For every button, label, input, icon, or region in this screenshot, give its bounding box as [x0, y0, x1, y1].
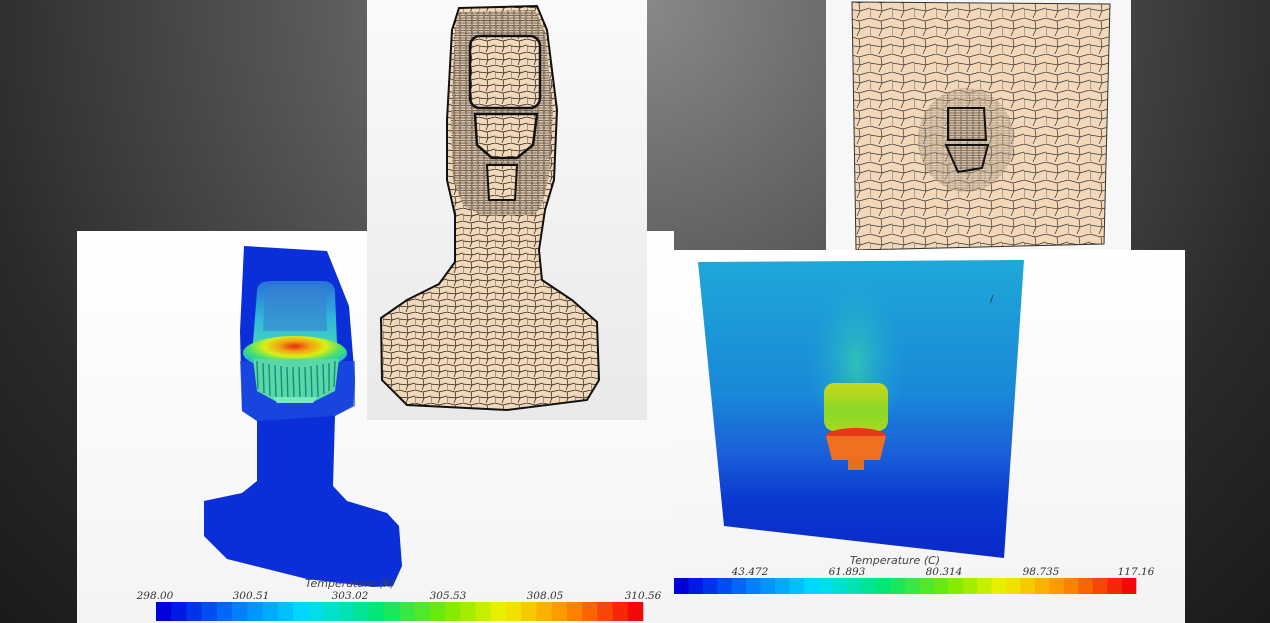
colorbar-segment — [536, 602, 552, 621]
colorbar-segment — [186, 602, 202, 621]
colorbar-left-tick: 308.05 — [527, 590, 564, 602]
colorbar-right-tick: 43.472 — [731, 566, 769, 578]
colorbar-segment — [789, 578, 805, 594]
colorbar-segment — [171, 602, 187, 621]
colorbar-segment — [746, 578, 761, 594]
colorbar-left-tick: 303.02 — [332, 590, 369, 602]
colorbar-left-tick: 305.53 — [430, 590, 467, 602]
colorbar-segment — [582, 602, 598, 621]
colorbar-segment — [551, 602, 568, 621]
colorbar-segment — [490, 602, 507, 621]
colorbar-segment — [977, 578, 992, 594]
colorbar-right-tick: 80.314 — [926, 566, 963, 578]
colorbar-segment — [414, 602, 431, 621]
colorbar-segment — [1107, 578, 1122, 594]
colorbar-right-bar — [674, 578, 1137, 594]
colorbar-segment — [731, 578, 747, 594]
colorbar-segment — [627, 602, 644, 621]
colorbar-left-tick: 298.00 — [136, 590, 174, 602]
colorbar-segment — [201, 602, 218, 621]
colorbar-segment — [1092, 578, 1108, 594]
colorbar-segment — [832, 578, 848, 594]
colorbar-segment — [674, 578, 689, 594]
room-mesh-panel — [826, 0, 1131, 252]
colorbar-right-tick: 61.893 — [829, 566, 866, 578]
colorbar-segment — [521, 602, 537, 621]
colorbar-segment — [384, 602, 400, 621]
colorbar-segment — [353, 602, 370, 621]
colorbar-segment — [861, 578, 877, 594]
temperature-room-panel: / Temperature (C) 43.472 61.893 80.314 9… — [674, 250, 1185, 623]
colorbar-segment — [277, 602, 294, 621]
colorbar-segment — [369, 602, 385, 621]
colorbar-segment — [1006, 578, 1021, 594]
colorbar-segment — [566, 602, 583, 621]
colorbar-segment — [308, 602, 324, 621]
colorbar-segment — [399, 602, 416, 621]
colorbar-segment — [262, 602, 279, 621]
colorbar-segment — [338, 602, 355, 621]
colorbar-segment — [232, 602, 248, 621]
colorbar-segment — [292, 602, 309, 621]
colorbar-segment — [905, 578, 920, 594]
colorbar-right-tick: 98.735 — [1023, 566, 1060, 578]
heat-sink-fins — [253, 359, 339, 403]
colorbar-segment — [702, 578, 718, 594]
colorbar-segment — [597, 602, 613, 621]
colorbar-segment — [216, 602, 233, 621]
colorbar-segment — [948, 578, 964, 594]
colorbar-segment — [1049, 578, 1065, 594]
colorbar-segment — [1121, 578, 1137, 594]
temperature-room-view: / Temperature (C) 43.472 61.893 80.314 9… — [674, 250, 1155, 594]
colorbar-segment — [775, 578, 790, 594]
colorbar-right-ticks: 43.472 61.893 80.314 98.735 117.16 — [731, 566, 1155, 578]
colorbar-segment — [1063, 578, 1079, 594]
colorbar-right-title: Temperature (C) — [850, 554, 940, 567]
colorbar-segment — [890, 578, 906, 594]
colorbar-segment — [760, 578, 776, 594]
svg-text:/: / — [990, 294, 994, 305]
colorbar-segment — [962, 578, 978, 594]
colorbar-segment — [156, 602, 172, 621]
temperature-bust-view: Temperature (K) 298.00 300.51 303.02 305… — [136, 246, 662, 621]
colorbar-left-tick: 300.51 — [233, 590, 270, 602]
colorbar-segment — [429, 602, 446, 621]
colorbar-segment — [991, 578, 1007, 594]
colorbar-left-ticks: 298.00 300.51 303.02 305.53 308.05 310.5… — [136, 590, 662, 602]
colorbar-segment — [876, 578, 891, 594]
colorbar-segment — [818, 578, 834, 594]
colorbar-segment — [506, 602, 522, 621]
colorbar-segment — [612, 602, 629, 621]
room-mesh-view — [851, 1, 1111, 251]
colorbar-segment — [803, 578, 819, 594]
colorbar-right-tick: 117.16 — [1118, 566, 1155, 578]
colorbar-segment — [688, 578, 704, 594]
colorbar-segment — [717, 578, 733, 594]
colorbar-segment — [445, 602, 461, 621]
colorbar-segment — [460, 602, 476, 621]
colorbar-left-tick: 310.56 — [625, 590, 662, 602]
colorbar-segment — [323, 602, 339, 621]
colorbar-left-title: Temperature (K) — [305, 577, 395, 590]
colorbar-segment — [1020, 578, 1036, 594]
colorbar-segment — [847, 578, 862, 594]
colorbar-segment — [1034, 578, 1050, 594]
colorbar-segment — [919, 578, 935, 594]
bust-mesh-panel — [367, 0, 647, 420]
lamp-shade — [824, 383, 888, 431]
colorbar-segment — [475, 602, 492, 621]
lamp-fins — [826, 436, 886, 460]
colorbar-segment — [247, 602, 263, 621]
bust-mesh-view — [379, 4, 601, 412]
colorbar-segment — [1078, 578, 1093, 594]
colorbar-left-bar — [156, 602, 644, 621]
colorbar-segment — [933, 578, 949, 594]
